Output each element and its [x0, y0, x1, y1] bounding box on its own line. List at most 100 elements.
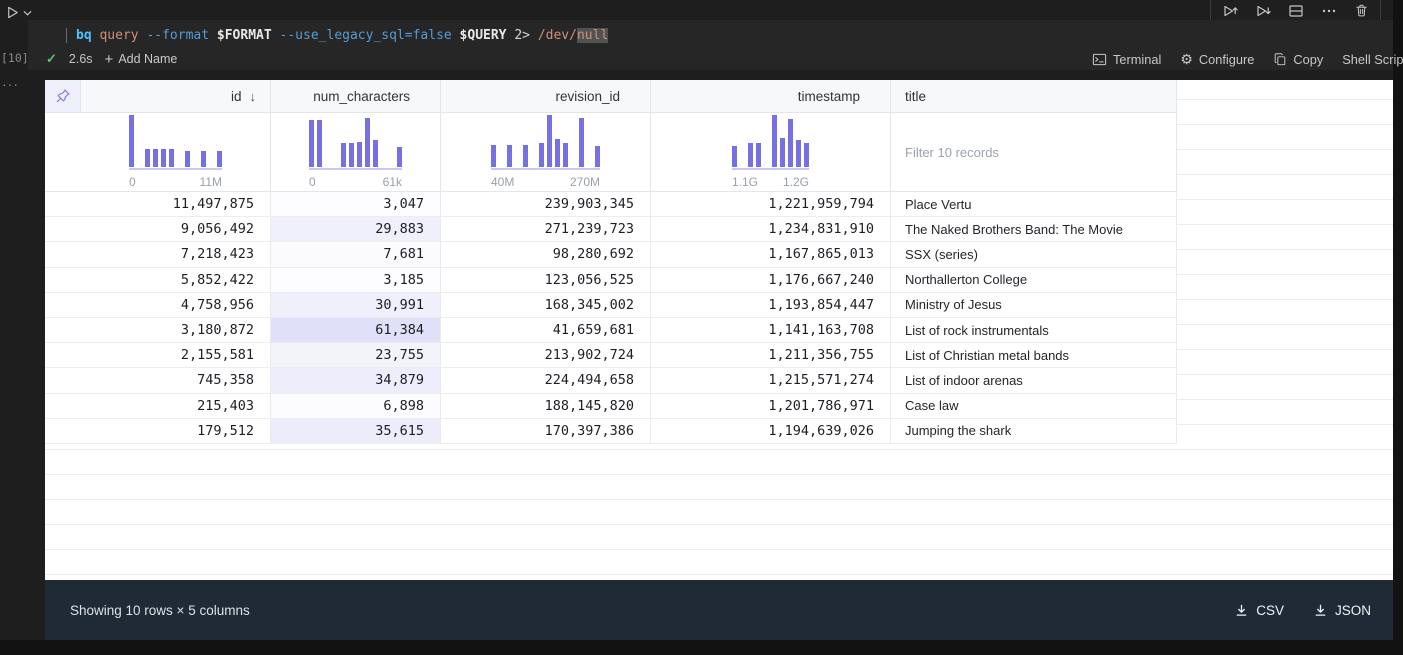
histogram-bar: [740, 166, 745, 167]
histogram-bars: [129, 115, 222, 167]
histogram-min-label: 40M: [491, 175, 515, 189]
title-filter-input[interactable]: Filter 10 records: [905, 144, 999, 160]
cell-title: SSX (series): [891, 242, 1177, 267]
column-header-timestamp[interactable]: timestamp: [651, 80, 891, 112]
command-token: --format: [138, 27, 210, 43]
cell-timestamp: 1,176,667,240: [651, 267, 891, 292]
histogram-bar: [349, 143, 354, 167]
code-cell[interactable]: bq query --format $FORMAT --use_legacy_s…: [28, 20, 1403, 70]
column-header-num_characters[interactable]: num_characters: [271, 80, 441, 112]
histogram-bar: [309, 120, 314, 167]
column-header-revision_id[interactable]: revision_id: [441, 80, 651, 112]
cell-timestamp: 1,167,865,013: [651, 242, 891, 267]
split-cell-icon[interactable]: [1288, 3, 1304, 19]
cell-id: 215,403: [81, 393, 271, 418]
command-token: /dev/: [537, 27, 577, 43]
pin-column-spacer: [45, 419, 81, 443]
action-copy[interactable]: Copy: [1273, 52, 1323, 67]
histogram-max-label: 270M: [569, 175, 600, 189]
more-actions-icon[interactable]: [1321, 3, 1337, 19]
histogram-bar: [169, 149, 174, 167]
download-icon: [1315, 604, 1326, 616]
cell-toolbar: [1210, 0, 1381, 22]
cell-timestamp: 1,211,356,755: [651, 343, 891, 368]
pin-column-spacer: [45, 113, 81, 191]
add-name-button[interactable]: + Add Name: [104, 50, 178, 68]
histogram-max-label: 11M: [199, 175, 222, 189]
cell-revision_id: 98,280,692: [441, 242, 651, 267]
cell-num_characters: 7,681: [271, 242, 441, 267]
cell-revision_id: 239,903,345: [441, 192, 651, 217]
cell-revision_id: 224,494,658: [441, 368, 651, 393]
cell-num_characters: 6,898: [271, 393, 441, 418]
cell-id: 4,758,956: [81, 292, 271, 317]
command-line[interactable]: bq query --format $FORMAT --use_legacy_s…: [66, 25, 609, 45]
pin-column-spacer: [45, 268, 81, 292]
cell-timestamp: 1,194,639,026: [651, 418, 891, 443]
cell-num_characters: 35,615: [271, 418, 441, 443]
cell-title: List of rock instrumentals: [891, 317, 1177, 343]
table-summary-row: 0 11M 0 61k 40M 270M 1.1G 1.2G Filter 10 records: [45, 113, 1177, 192]
table-row: 2,155,581 23,755 213,902,724 1,211,356,755 L…: [45, 343, 1177, 369]
column-header-title[interactable]: title: [891, 80, 1177, 112]
pin-column-spacer: [45, 318, 81, 342]
action-configure[interactable]: ⚙ Configure: [1180, 51, 1255, 67]
table-body: 11,497,875 3,047 239,903,345 1,221,959,794 P…: [45, 192, 1393, 444]
run-cell-button[interactable]: [5, 5, 32, 20]
action-terminal[interactable]: Terminal: [1092, 52, 1161, 67]
histogram-bars: [491, 115, 600, 167]
histogram-bar: [185, 151, 190, 167]
table-row: 7,218,423 7,681 98,280,692 1,167,865,013 SSX…: [45, 242, 1177, 268]
cell-num_characters: 3,185: [271, 267, 441, 292]
histogram-bar: [381, 166, 386, 167]
histogram-bar: [137, 166, 142, 167]
histogram-bar: [772, 115, 777, 167]
chevron-down-icon: [23, 10, 32, 16]
cell-id: 7,218,423: [81, 242, 271, 267]
cell-num_characters: 3,047: [271, 192, 441, 217]
json-download-button[interactable]: JSON: [1314, 603, 1371, 618]
histogram-min-label: 1.1G: [732, 175, 759, 189]
pin-column-spacer: [45, 368, 81, 392]
gear-icon: ⚙: [1180, 51, 1193, 67]
command-token: 2>: [506, 27, 538, 43]
cell-title: Northallerton College: [891, 267, 1177, 292]
pin-column-button[interactable]: [45, 80, 81, 112]
download-icon: [1236, 604, 1247, 616]
csv-download-button[interactable]: CSV: [1235, 603, 1284, 618]
action-shell-script[interactable]: Shell Script: [1342, 51, 1403, 67]
delete-cell-icon[interactable]: [1354, 3, 1369, 18]
histogram-bar: [145, 149, 150, 167]
pin-column-spacer: [45, 394, 81, 418]
success-check-icon: ✓: [46, 51, 57, 66]
cell-id: 11,497,875: [81, 192, 271, 217]
cell-id: 745,358: [81, 368, 271, 393]
histogram-labels: 0 11M: [129, 175, 222, 189]
cell-more-icon[interactable]: ···: [2, 76, 19, 92]
histogram-bar: [499, 166, 504, 167]
command-token: null: [576, 27, 609, 43]
column-label: id: [230, 88, 242, 104]
table-row: 4,758,956 30,991 168,345,002 1,193,854,447 M…: [45, 292, 1177, 318]
cell-id: 5,852,422: [81, 267, 271, 292]
column-header-id[interactable]: id ↓: [81, 80, 271, 112]
cell-id: 3,180,872: [81, 317, 271, 343]
histogram-bar: [515, 166, 520, 167]
execute-below-icon[interactable]: [1255, 3, 1271, 19]
histogram-max-label: 1.2G: [782, 175, 809, 189]
histogram-bar: [217, 151, 222, 167]
histogram-id: 0 11M: [129, 115, 222, 189]
histogram-min-label: 0: [129, 175, 136, 189]
results-footer: Showing 10 rows × 5 columns CSV JSON: [45, 580, 1393, 640]
cell-timestamp: 1,215,571,274: [651, 368, 891, 393]
cell-num_characters: 61,384: [271, 317, 441, 343]
cell-num_characters: 29,883: [271, 217, 441, 242]
table-row: 745,358 34,879 224,494,658 1,215,571,274 Lis…: [45, 368, 1177, 394]
histogram-baseline: [491, 168, 600, 170]
execute-above-icon[interactable]: [1222, 3, 1238, 19]
cell-revision_id: 168,345,002: [441, 292, 651, 317]
execution-duration: 2.6s: [68, 52, 93, 66]
histogram-bar: [764, 166, 769, 167]
histogram-bar: [732, 146, 737, 167]
column-label: timestamp: [797, 88, 860, 104]
